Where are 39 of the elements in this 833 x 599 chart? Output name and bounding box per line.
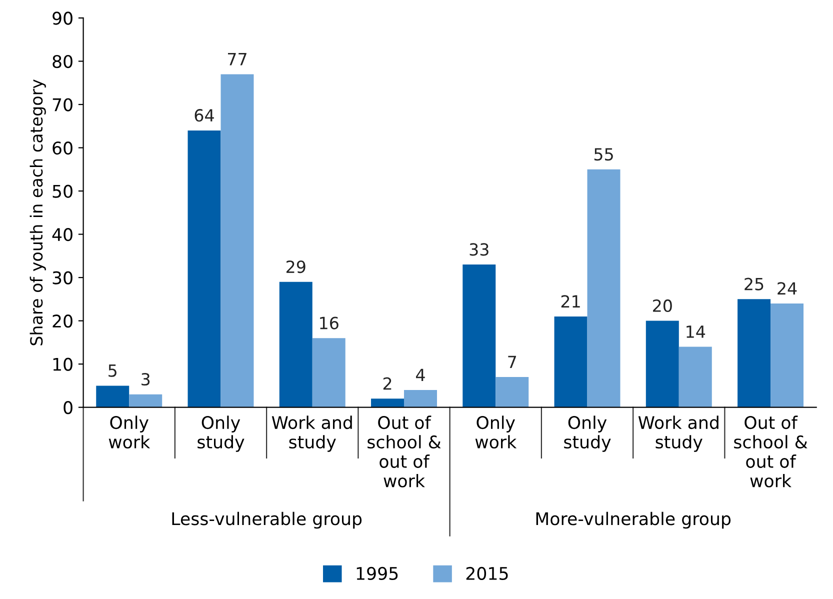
- data-label: 2: [383, 377, 392, 390]
- data-label: 20: [653, 299, 672, 312]
- y-tick-label: 40: [52, 228, 72, 242]
- text: More-vulnerable group: [536, 512, 731, 529]
- data-label: 4: [416, 368, 425, 381]
- y-tick-label: 0: [64, 401, 72, 414]
- y-tick-label: 60: [52, 141, 72, 155]
- data-label: 3: [142, 372, 150, 386]
- data-label: 33: [470, 243, 488, 256]
- data-label: 77: [228, 53, 246, 66]
- y-tick-label: 30: [52, 271, 72, 284]
- x-tick-label: Only study: [564, 416, 611, 452]
- x-tick-label: Work and study: [272, 416, 352, 452]
- data-label: 25: [744, 278, 764, 290]
- data-label: 16: [320, 316, 338, 330]
- legend-label: 2015: [466, 566, 508, 580]
- x-tick-label: Out of school & out of work: [734, 416, 808, 488]
- x-tick-label: Work and study: [638, 416, 718, 452]
- y-tick-label: 90: [52, 12, 72, 25]
- data-label: 5: [108, 364, 116, 377]
- data-label: 24: [778, 282, 797, 294]
- data-label: 55: [594, 148, 613, 161]
- y-tick-label: 80: [52, 54, 72, 68]
- data-label: 7: [508, 356, 516, 368]
- x-tick-label: Only study: [198, 416, 244, 452]
- text: Less-vulnerable group: [172, 512, 362, 529]
- data-label: 29: [286, 260, 306, 274]
- data-label: 21: [561, 295, 580, 308]
- y-tick-label: 70: [52, 98, 72, 112]
- x-tick-label: Only work: [108, 416, 150, 449]
- data-label: 64: [194, 109, 214, 122]
- legend-label: 1995: [356, 566, 398, 580]
- y-axis-title: Share of youth in each category: [30, 79, 46, 346]
- data-label: 14: [686, 326, 706, 338]
- y-tick-label: 20: [52, 314, 72, 328]
- y-tick-label: 50: [52, 184, 72, 198]
- y-tick-label: 10: [53, 358, 72, 371]
- x-tick-label: Out of school & out of work: [368, 416, 441, 488]
- x-tick-label: Only work: [475, 416, 517, 449]
